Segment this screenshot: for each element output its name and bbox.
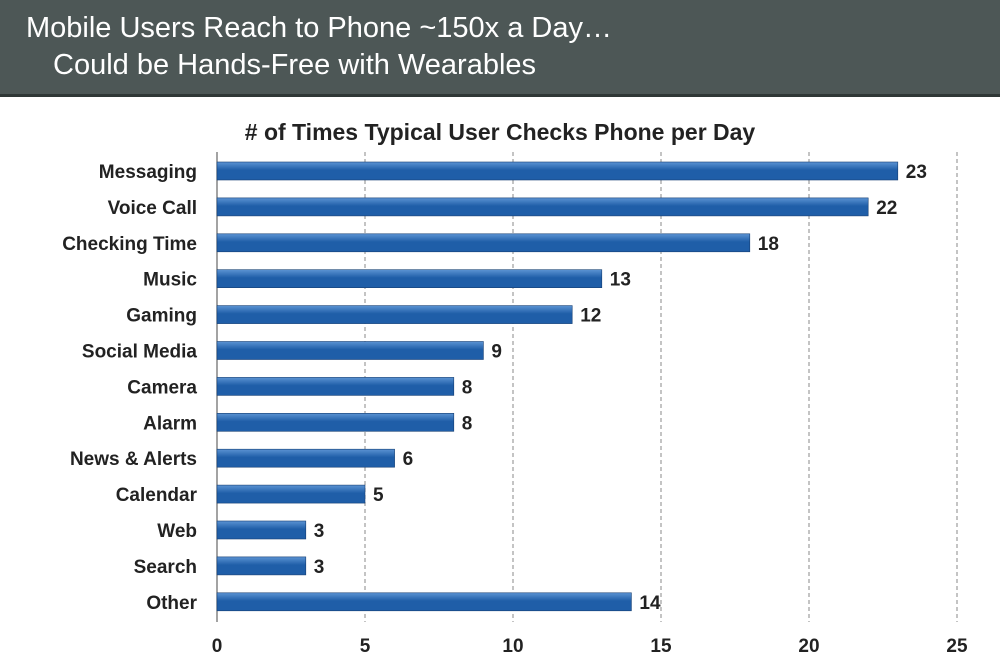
- category-label: Music: [143, 270, 197, 291]
- value-label: 5: [373, 485, 384, 506]
- category-label: Other: [146, 593, 197, 614]
- slide-header: Mobile Users Reach to Phone ~150x a Day……: [0, 0, 1000, 97]
- value-label: 8: [462, 377, 473, 398]
- category-label: Gaming: [126, 306, 197, 327]
- bar: [216, 484, 366, 504]
- bar: [216, 341, 484, 360]
- slide-title-line-1: Mobile Users Reach to Phone ~150x a Day…: [26, 12, 612, 44]
- value-label: 6: [403, 449, 414, 470]
- category-label: Web: [157, 521, 197, 542]
- category-label: Camera: [127, 377, 197, 398]
- bar: [216, 520, 307, 540]
- bar-chart: # of Times Typical User Checks Phone per…: [62, 119, 968, 657]
- bars: [216, 161, 899, 612]
- value-label: 22: [876, 198, 897, 219]
- bar: [216, 592, 632, 612]
- category-label: News & Alerts: [70, 449, 197, 470]
- x-tick-label: 20: [798, 636, 819, 657]
- category-label: Alarm: [143, 413, 197, 434]
- value-label: 8: [462, 413, 473, 434]
- x-tick-label: 15: [650, 636, 672, 657]
- bar: [216, 412, 455, 432]
- labels: 0 5 10 15 20 25 Messaging 23 Voice Call 22 Checkin…: [62, 162, 968, 657]
- category-label: Calendar: [116, 485, 198, 506]
- category-label: Checking Time: [62, 234, 197, 255]
- value-label: 13: [610, 270, 631, 291]
- category-label: Voice Call: [108, 198, 197, 219]
- bar: [216, 448, 395, 468]
- bar: [216, 556, 307, 576]
- bar: [216, 197, 869, 217]
- x-tick-label: 10: [502, 636, 523, 657]
- value-label: 3: [314, 521, 325, 542]
- bar: [216, 269, 603, 288]
- category-label: Social Media: [82, 342, 198, 363]
- x-tick-label: 25: [946, 636, 968, 657]
- value-label: 3: [314, 557, 325, 578]
- category-label: Search: [134, 557, 197, 578]
- bar: [216, 161, 899, 181]
- x-tick-label: 0: [212, 636, 223, 657]
- value-label: 18: [758, 234, 779, 255]
- value-label: 23: [906, 162, 927, 183]
- value-label: 12: [580, 306, 601, 327]
- x-tick-label: 5: [360, 636, 371, 657]
- category-label: Messaging: [99, 162, 197, 183]
- bar: [216, 233, 751, 253]
- bar: [216, 305, 573, 324]
- slide-title-line-2: Could be Hands-Free with Wearables: [53, 49, 537, 81]
- value-label: 14: [639, 593, 661, 614]
- value-label: 9: [491, 342, 502, 363]
- bar: [216, 377, 455, 396]
- chart-title: # of Times Typical User Checks Phone per…: [245, 119, 756, 145]
